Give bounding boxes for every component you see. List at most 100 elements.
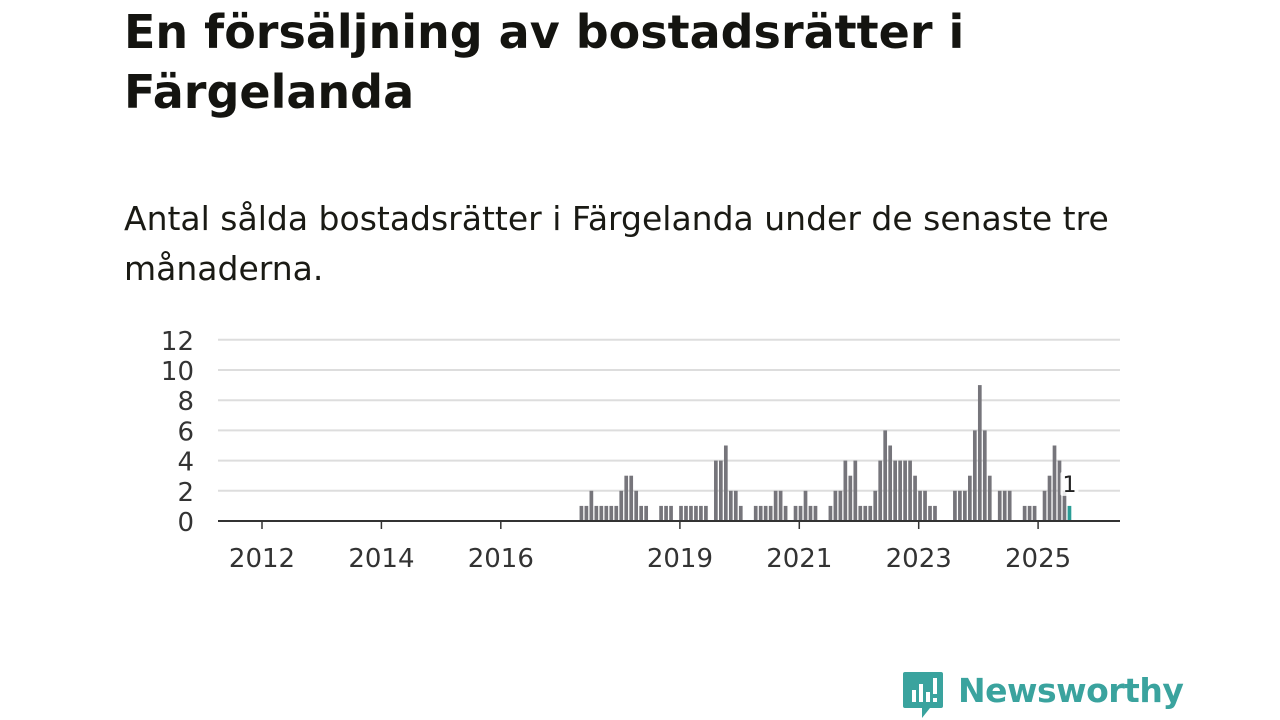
bar [579, 505, 584, 521]
bar [768, 505, 773, 521]
bar [958, 490, 962, 521]
x-tick-label-2016: 2016 [468, 544, 534, 574]
data-label-last-bar: 1 [1062, 473, 1076, 498]
bar [624, 475, 629, 521]
bar [584, 505, 589, 521]
bar [694, 505, 698, 521]
bar [634, 490, 639, 521]
bar [589, 490, 594, 521]
bar [803, 490, 808, 521]
bar [594, 505, 599, 521]
bar [1047, 475, 1052, 521]
bar [982, 430, 987, 521]
bar [903, 460, 907, 521]
bar [763, 505, 768, 521]
bar [738, 505, 743, 521]
bar [758, 505, 763, 521]
bar [863, 505, 868, 521]
highlighted-bar [1067, 505, 1072, 521]
chart-title: En försäljning av bostadsrätter i Färgel… [124, 5, 965, 119]
bar [614, 505, 619, 521]
bar [868, 505, 873, 521]
bar [873, 490, 878, 521]
data-label-background [1060, 471, 1079, 496]
bar [843, 460, 848, 521]
bar [987, 475, 992, 521]
bar [808, 505, 813, 521]
y-tick-label-6: 6 [177, 417, 194, 447]
bar [898, 460, 902, 521]
x-tick-label-2019: 2019 [647, 544, 713, 574]
bar [968, 475, 972, 521]
bar [1052, 445, 1057, 521]
bar [913, 475, 917, 521]
brand-name: Newsworthy [958, 671, 1184, 710]
bar [728, 490, 733, 521]
bar [704, 505, 708, 521]
bar [778, 490, 783, 521]
bar [639, 505, 644, 521]
x-tick-label-2023: 2023 [886, 544, 952, 574]
bar [699, 505, 703, 521]
bar [684, 505, 688, 521]
bar [918, 490, 922, 521]
y-tick-label-12: 12 [161, 327, 194, 357]
bar [833, 490, 838, 521]
bar [953, 490, 957, 521]
bar [629, 475, 634, 521]
bars [579, 385, 1072, 521]
y-tick-label-4: 4 [177, 448, 194, 478]
bar [659, 505, 663, 521]
bar [604, 505, 609, 521]
bar [599, 505, 604, 521]
bar [828, 505, 833, 521]
bar [848, 475, 853, 521]
bar [853, 460, 858, 521]
bar [888, 445, 893, 521]
bar [719, 460, 723, 521]
bar [669, 505, 673, 521]
bar [664, 505, 668, 521]
bar [893, 460, 897, 521]
bar [644, 505, 648, 521]
bar [753, 505, 758, 521]
data-labels: 1 [1060, 471, 1079, 498]
bar [813, 505, 818, 521]
bar [1007, 490, 1012, 521]
y-tick-label-2: 2 [177, 478, 194, 508]
bar [679, 505, 683, 521]
bar [928, 505, 932, 521]
bar [733, 490, 738, 521]
bar [977, 385, 982, 521]
x-tick-label-2021: 2021 [766, 544, 832, 574]
bar [1027, 505, 1032, 521]
bar [997, 490, 1002, 521]
bar [878, 460, 883, 521]
bar [923, 490, 927, 521]
bar [1032, 505, 1037, 521]
bar [933, 505, 937, 521]
bar [1002, 490, 1007, 521]
bar [1042, 490, 1047, 521]
y-tick-label-0: 0 [177, 508, 194, 538]
bar [1057, 460, 1062, 521]
x-tick-label-2025: 2025 [1005, 544, 1071, 574]
bar [963, 490, 967, 521]
bar [689, 505, 693, 521]
x-axis-ticks: 2012 2014 2016 2019 2021 2023 2025 [229, 521, 1071, 574]
bar [714, 460, 718, 521]
bar [723, 445, 728, 521]
y-tick-label-8: 8 [177, 387, 194, 417]
bar [908, 460, 912, 521]
x-tick-label-2012: 2012 [229, 544, 295, 574]
bar [838, 490, 843, 521]
bar [798, 505, 803, 521]
bar [619, 490, 624, 521]
bar [1022, 505, 1027, 521]
bar [609, 505, 614, 521]
newsworthy-logo-icon [903, 672, 943, 718]
bar [793, 505, 798, 521]
bar [783, 505, 788, 521]
